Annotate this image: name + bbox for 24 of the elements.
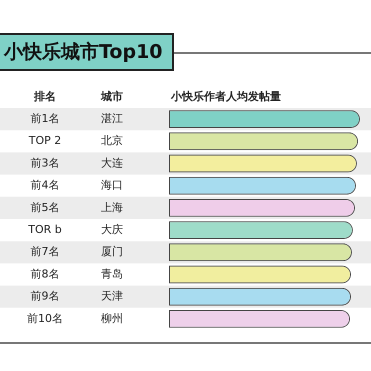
y-tick-label: 北京 [101, 134, 123, 148]
y-tick-label: 柳州 [101, 312, 123, 325]
x-axis-title: 小快乐作者人均发帖量 [170, 90, 281, 103]
y-tick-label: 天津 [101, 290, 123, 303]
text: 前9名 [30, 290, 60, 303]
y-tick-label: 湛江 [101, 112, 123, 125]
chart-title: 小快乐城市Top10 [4, 40, 163, 65]
y-tick-label: 海口 [101, 178, 123, 192]
text: TOP 2 [28, 134, 62, 148]
text: 前1名 [30, 112, 60, 125]
text: 排名 [33, 90, 56, 103]
text: 前3名 [30, 156, 60, 170]
text: 前10名 [27, 312, 63, 325]
y-tick-label: 大庆 [101, 222, 123, 236]
text: 前5名 [30, 200, 60, 214]
y-axis-title: 城市 [100, 90, 123, 103]
text: 前8名 [30, 267, 60, 280]
y-tick-label: 厦门 [101, 245, 123, 258]
y-tick-label: 大连 [101, 156, 123, 170]
y-tick-label: 上海 [101, 200, 123, 214]
text: 前4名 [30, 178, 60, 192]
text: TOR b [27, 222, 62, 236]
y-tick-label: 青岛 [101, 267, 123, 280]
text: 前7名 [30, 245, 60, 258]
